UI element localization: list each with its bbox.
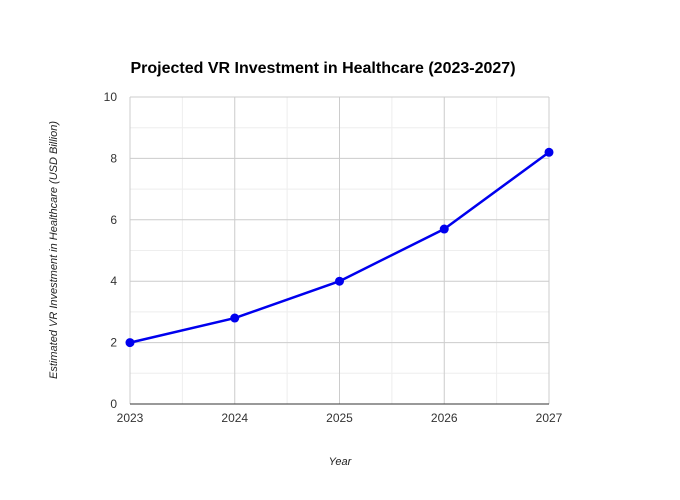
- y-tick-label: 8: [110, 151, 117, 165]
- y-axis-label: Estimated VR Investment in Healthcare (U…: [48, 121, 60, 379]
- x-axis-ticks: 2023 2024 2025 2026 2027: [117, 411, 563, 425]
- y-tick-label: 6: [110, 213, 117, 227]
- data-point[interactable]: [544, 147, 554, 157]
- data-point[interactable]: [125, 338, 135, 348]
- data-point[interactable]: [335, 276, 344, 286]
- x-tick-label: 2027: [536, 411, 563, 425]
- data-point[interactable]: [230, 313, 240, 323]
- y-tick-label: 2: [110, 336, 117, 350]
- y-tick-label: 0: [110, 397, 117, 411]
- x-axis-label: Year: [329, 456, 353, 468]
- x-tick-label: 2026: [431, 411, 458, 425]
- x-tick-label: 2024: [221, 411, 248, 425]
- series-layer: [125, 147, 554, 348]
- y-axis-ticks: 0 2 4 6 8 10: [104, 90, 118, 411]
- x-tick-label: 2023: [117, 411, 144, 425]
- data-point[interactable]: [439, 224, 449, 234]
- y-tick-label: 10: [104, 90, 118, 104]
- x-tick-label: 2025: [326, 411, 353, 425]
- y-tick-label: 4: [110, 274, 117, 288]
- chart-title: Projected VR Investment in Healthcare (2…: [130, 60, 515, 77]
